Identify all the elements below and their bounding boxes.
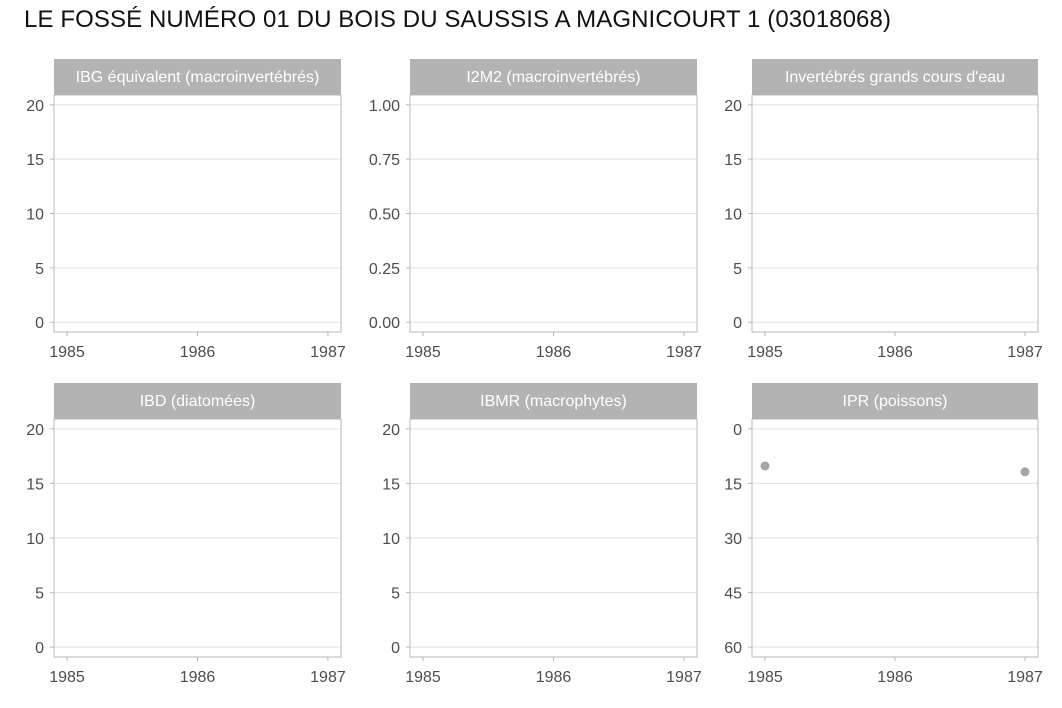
y-tick-label: 0 xyxy=(35,640,44,657)
x-tick-label: 1987 xyxy=(1007,669,1043,686)
y-tick-label: 15 xyxy=(382,476,400,493)
x-tick-label: 1986 xyxy=(877,669,913,686)
y-tick-label: 0 xyxy=(733,315,742,332)
y-tick-label: 5 xyxy=(733,261,742,278)
y-tick-label: 15 xyxy=(26,152,44,169)
y-tick-label: 20 xyxy=(26,98,44,115)
y-tick-label: 10 xyxy=(382,531,400,548)
facet-panel: IBG équivalent (macroinvertébrés) 0 5 10 15 2… xyxy=(26,59,346,361)
x-tick-label: 1986 xyxy=(877,344,913,361)
y-tick-label: 0 xyxy=(391,640,400,657)
facet-panel: Invertébrés grands cours d'eau 0 5 10 15 20 19… xyxy=(724,59,1043,361)
strip-background xyxy=(752,59,1038,95)
panel-title: IPR (poissons) xyxy=(843,393,948,410)
x-tick-label: 1986 xyxy=(536,669,572,686)
strip-background xyxy=(54,383,341,419)
facet-panel: I2M2 (macroinvertébrés) 0.00 0.25 0.50 0.75 1… xyxy=(369,59,702,361)
page-title: LE FOSSÉ NUMÉRO 01 DU BOIS DU SAUSSIS A … xyxy=(24,6,892,33)
y-tick-label: 15 xyxy=(26,476,44,493)
y-tick-label: 0.50 xyxy=(369,207,400,224)
panel-title: IBMR (macrophytes) xyxy=(480,393,627,410)
x-tick-label: 1987 xyxy=(310,344,346,361)
y-tick-label: 15 xyxy=(724,152,742,169)
data-point xyxy=(760,461,770,471)
y-tick-label: 45 xyxy=(724,586,742,603)
x-tick-label: 1985 xyxy=(405,669,441,686)
x-tick-label: 1985 xyxy=(747,669,783,686)
y-tick-label: 0 xyxy=(733,422,742,439)
panel-title: I2M2 (macroinvertébrés) xyxy=(466,69,640,86)
x-tick-label: 1985 xyxy=(49,344,85,361)
y-tick-label: 0.00 xyxy=(369,315,400,332)
x-tick-label: 1987 xyxy=(666,669,702,686)
x-tick-label: 1985 xyxy=(49,669,85,686)
strip-background xyxy=(410,59,697,95)
y-tick-label: 15 xyxy=(724,476,742,493)
y-tick-label: 1.00 xyxy=(369,98,400,115)
y-tick-label: 0 xyxy=(35,315,44,332)
x-tick-label: 1987 xyxy=(310,669,346,686)
strip-background xyxy=(410,383,697,419)
panel-title: IBD (diatomées) xyxy=(140,393,256,410)
y-tick-label: 60 xyxy=(724,640,742,657)
panel-title: IBG équivalent (macroinvertébrés) xyxy=(76,69,320,86)
y-tick-label: 20 xyxy=(26,422,44,439)
y-tick-label: 20 xyxy=(724,98,742,115)
panel-title: Invertébrés grands cours d'eau xyxy=(785,69,1005,86)
y-tick-label: 5 xyxy=(35,261,44,278)
y-tick-label: 10 xyxy=(724,207,742,224)
strip-background xyxy=(752,383,1038,419)
x-tick-label: 1986 xyxy=(536,344,572,361)
x-tick-label: 1985 xyxy=(405,344,441,361)
x-tick-label: 1985 xyxy=(747,344,783,361)
facet-panel: IBD (diatomées) 0 5 10 15 20 1985 1986 1987 xyxy=(26,383,346,686)
y-tick-label: 0.25 xyxy=(369,261,400,278)
x-tick-label: 1986 xyxy=(180,669,216,686)
data-point xyxy=(1020,467,1030,477)
strip-background xyxy=(54,59,341,95)
y-tick-label: 20 xyxy=(382,422,400,439)
x-tick-label: 1986 xyxy=(180,344,216,361)
x-tick-label: 1987 xyxy=(666,344,702,361)
y-tick-label: 10 xyxy=(26,207,44,224)
y-tick-label: 10 xyxy=(26,531,44,548)
facet-panel: IPR (poissons) 0 15 30 45 60 1985 1986 1987 xyxy=(724,383,1043,686)
x-tick-label: 1987 xyxy=(1007,344,1043,361)
y-tick-label: 5 xyxy=(391,586,400,603)
facet-panel: IBMR (macrophytes) 0 5 10 15 20 1985 1986 1987 xyxy=(382,383,702,686)
y-tick-label: 30 xyxy=(724,531,742,548)
y-tick-label: 0.75 xyxy=(369,152,400,169)
y-tick-label: 5 xyxy=(35,586,44,603)
